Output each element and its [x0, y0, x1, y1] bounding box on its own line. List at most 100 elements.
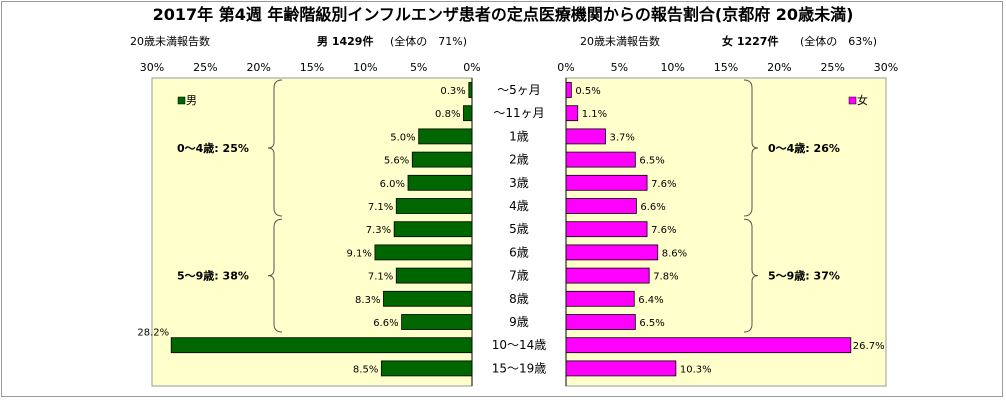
female-bar [565, 151, 636, 168]
category-label: 10〜14歳 [492, 338, 547, 352]
female-data-label: 6.5% [639, 156, 664, 167]
female-data-label: 1.1% [582, 109, 607, 120]
category-label: 6歳 [509, 245, 529, 259]
category-label: 2歳 [509, 153, 529, 167]
female-data-label: 7.6% [651, 225, 676, 236]
male-bar [407, 174, 473, 191]
female-bar [565, 337, 852, 354]
male-bar [411, 151, 473, 168]
chart-title: 2017年 第4週 年齢階級別インフルエンザ患者の定点医療機関からの報告割合(京… [153, 5, 854, 24]
female-bar [565, 244, 659, 261]
female-data-label: 6.4% [638, 295, 663, 306]
female-data-label: 6.5% [639, 318, 664, 329]
male-data-label: 9.1% [347, 248, 372, 259]
female-bar [565, 174, 648, 191]
female-bar [565, 198, 637, 214]
category-label: 1歳 [509, 129, 529, 143]
male-bar [468, 82, 473, 98]
male-data-label: 5.0% [390, 132, 415, 143]
x-tick-label-left: 10% [353, 61, 377, 74]
female-group-label: 0〜4歳: 26% [768, 141, 840, 155]
male-data-label: 0.3% [440, 86, 465, 97]
male-data-label: 5.6% [384, 156, 409, 167]
male-bar [380, 360, 473, 377]
female-data-label: 6.6% [640, 202, 665, 213]
male-data-label: 8.3% [355, 295, 380, 306]
male-data-label: 6.6% [373, 318, 398, 329]
female-data-label: 7.6% [651, 179, 676, 190]
x-tick-label-right: 15% [714, 61, 738, 74]
male-legend-swatch [177, 96, 186, 105]
male-data-label: 28.2% [137, 328, 169, 339]
category-label: 9歳 [509, 315, 529, 329]
male-bar [463, 105, 473, 122]
right-count-label: 20歳未満報告数 [580, 35, 660, 48]
male-bar [395, 198, 473, 214]
male-bar [170, 337, 473, 354]
male-legend-label: 男 [186, 94, 197, 107]
x-tick-label-right: 25% [820, 61, 844, 74]
x-tick-label-left: 25% [193, 61, 217, 74]
male-data-label: 6.0% [380, 179, 405, 190]
male-data-label: 8.5% [353, 364, 378, 375]
female-data-label: 3.7% [609, 132, 634, 143]
female-group-brace [743, 218, 759, 333]
right-share-label: (全体の 63%) [800, 34, 877, 48]
male-bar [401, 314, 473, 330]
category-label: 4歳 [509, 199, 529, 213]
female-group-label: 5〜9歳: 37% [768, 269, 840, 283]
female-data-label: 10.3% [680, 364, 712, 375]
female-bar [565, 221, 648, 238]
x-tick-label-left: 0% [463, 61, 480, 74]
female-data-label: 26.7% [853, 341, 885, 352]
male-bar [383, 290, 473, 307]
left-share-label: (全体の 71%) [390, 34, 467, 48]
left-series-label: 男 1429件 [317, 34, 373, 48]
x-tick-label-right: 30% [874, 61, 898, 74]
x-tick-label-right: 20% [767, 61, 791, 74]
x-tick-label-left: 30% [140, 61, 164, 74]
x-tick-label-left: 15% [300, 61, 324, 74]
female-bar [565, 360, 677, 377]
male-bar [393, 221, 473, 238]
female-data-label: 8.6% [662, 248, 687, 259]
x-tick-label-right: 0% [557, 61, 574, 74]
category-label: 3歳 [509, 176, 529, 190]
male-group-label: 5〜9歳: 38% [177, 269, 249, 283]
male-bar [395, 267, 473, 284]
male-data-label: 0.8% [435, 109, 460, 120]
x-tick-label-right: 10% [660, 61, 684, 74]
category-label: 5歳 [509, 222, 529, 236]
female-data-label: 7.8% [653, 272, 678, 283]
female-data-label: 0.5% [575, 86, 600, 97]
category-label: 〜11ヶ月 [493, 106, 544, 120]
category-label: 〜5ヶ月 [497, 83, 541, 97]
category-label: 8歳 [509, 292, 529, 306]
female-bar [565, 82, 572, 98]
male-data-label: 7.1% [368, 272, 393, 283]
female-bar [565, 290, 635, 307]
male-bar [374, 244, 473, 261]
female-legend-label: 女 [857, 93, 868, 107]
right-series-label: 女 1227件 [722, 34, 778, 48]
left-count-label: 20歳未満報告数 [130, 35, 210, 48]
female-bar [565, 128, 606, 145]
male-data-label: 7.1% [368, 202, 393, 213]
female-bar [565, 314, 636, 330]
male-bar [418, 128, 473, 145]
male-group-brace [267, 79, 283, 217]
male-group-brace [267, 218, 283, 333]
female-bar [565, 267, 650, 284]
female-group-brace [743, 79, 759, 217]
male-data-label: 7.3% [366, 225, 391, 236]
male-group-label: 0〜4歳: 25% [177, 141, 249, 155]
x-tick-label-right: 5% [611, 61, 628, 74]
category-label: 7歳 [509, 269, 529, 283]
x-tick-label-left: 5% [410, 61, 427, 74]
x-tick-label-left: 20% [246, 61, 270, 74]
category-label: 15〜19歳 [492, 361, 547, 375]
female-bar [565, 105, 579, 122]
female-legend-swatch [848, 96, 857, 105]
